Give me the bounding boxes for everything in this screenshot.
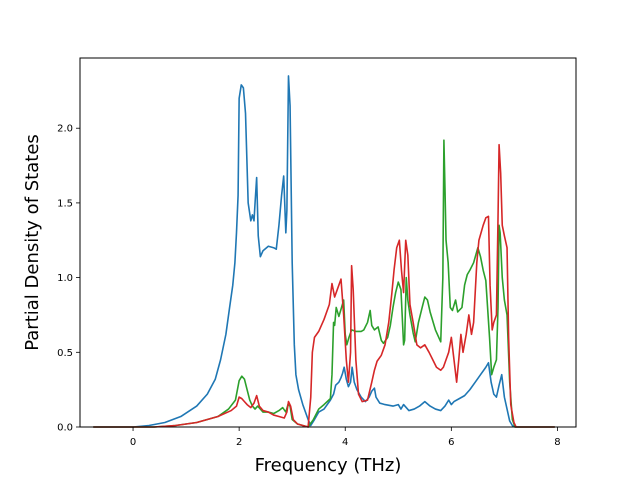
y-tick-label: 1.0 xyxy=(57,273,73,284)
y-tick-label: 0.0 xyxy=(57,423,73,434)
x-tick-label: 0 xyxy=(130,437,136,448)
series-line-3 xyxy=(93,143,555,428)
x-axis-ticks: 0 2 4 6 8 xyxy=(130,427,561,448)
x-tick-label: 8 xyxy=(554,437,560,448)
y-tick-label: 0.5 xyxy=(57,348,73,359)
x-tick-label: 2 xyxy=(236,437,242,448)
series-line-1 xyxy=(93,75,555,428)
y-tick-label: 1.5 xyxy=(57,198,73,209)
x-axis-label: Frequency (THz) xyxy=(255,455,402,476)
plot-background xyxy=(80,58,576,427)
y-axis-ticks: 0.0 0.5 1.0 1.5 2.0 xyxy=(57,124,80,434)
plot-frame xyxy=(79,57,577,428)
series-layer xyxy=(93,75,555,428)
y-tick-label: 2.0 xyxy=(57,124,73,135)
x-tick-label: 6 xyxy=(448,437,454,448)
y-axis-label: Partial Density of States xyxy=(22,134,43,351)
x-tick-label: 4 xyxy=(342,437,348,448)
